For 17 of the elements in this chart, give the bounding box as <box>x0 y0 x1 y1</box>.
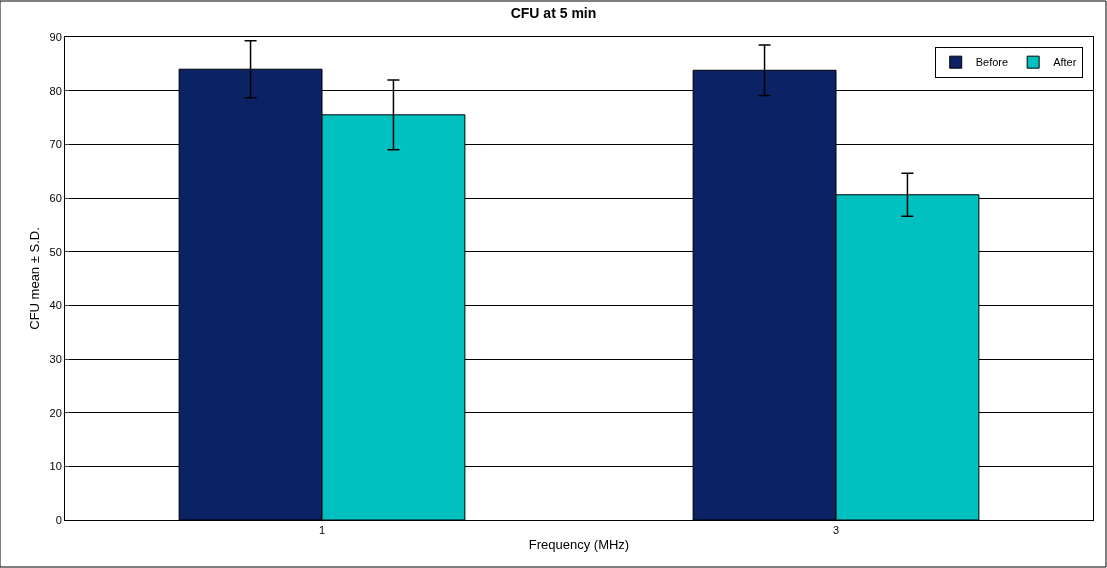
y-tick-label: 40 <box>49 299 62 312</box>
legend-label: Before <box>975 56 1009 69</box>
x-axis-title: Frequency (MHz) <box>528 536 630 552</box>
y-tick-label: 20 <box>49 406 62 419</box>
y-axis-title: CFU mean ± S.D. <box>27 227 43 330</box>
y-tick-label: 60 <box>49 191 62 204</box>
y-tick-label: 90 <box>49 30 62 43</box>
chart-title: CFU at 5 min <box>510 5 597 22</box>
x-tick-label: 1 <box>318 524 326 537</box>
x-tick-label: 3 <box>832 524 840 537</box>
y-tick-label: 80 <box>49 84 62 97</box>
legend-label: After <box>1053 56 1077 69</box>
y-tick-label: 10 <box>49 460 62 473</box>
y-tick-label: 0 <box>55 513 62 526</box>
y-tick-label: 50 <box>49 245 62 258</box>
y-tick-label: 70 <box>49 138 62 151</box>
y-tick-label: 30 <box>49 352 62 365</box>
